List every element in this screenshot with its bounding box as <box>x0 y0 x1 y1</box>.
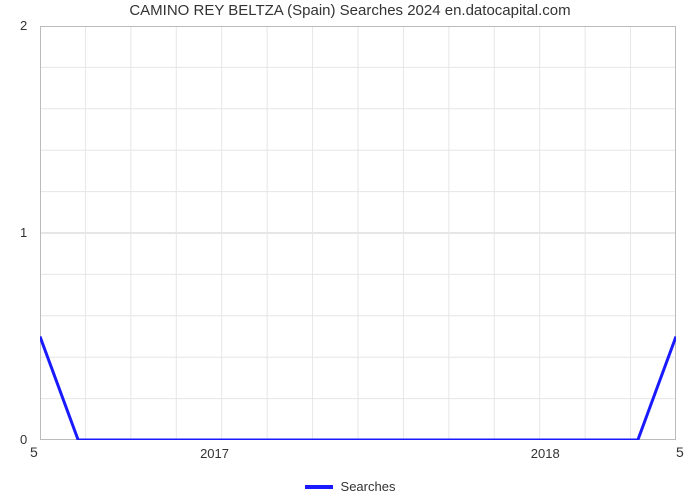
chart-plot <box>40 26 676 440</box>
y-tick-1: 1 <box>20 225 27 240</box>
y-tick-0: 0 <box>20 432 27 447</box>
legend: Searches <box>0 478 700 494</box>
legend-swatch <box>305 485 333 489</box>
chart-container: CAMINO REY BELTZA (Spain) Searches 2024 … <box>0 0 700 500</box>
x-label-2018: 2018 <box>531 446 560 461</box>
y-tick-2: 2 <box>20 18 27 33</box>
x-label-2017: 2017 <box>200 446 229 461</box>
legend-label: Searches <box>341 479 396 494</box>
x-left-endpoint: 5 <box>30 444 38 460</box>
chart-title: CAMINO REY BELTZA (Spain) Searches 2024 … <box>0 2 700 19</box>
x-right-endpoint: 5 <box>676 444 684 460</box>
